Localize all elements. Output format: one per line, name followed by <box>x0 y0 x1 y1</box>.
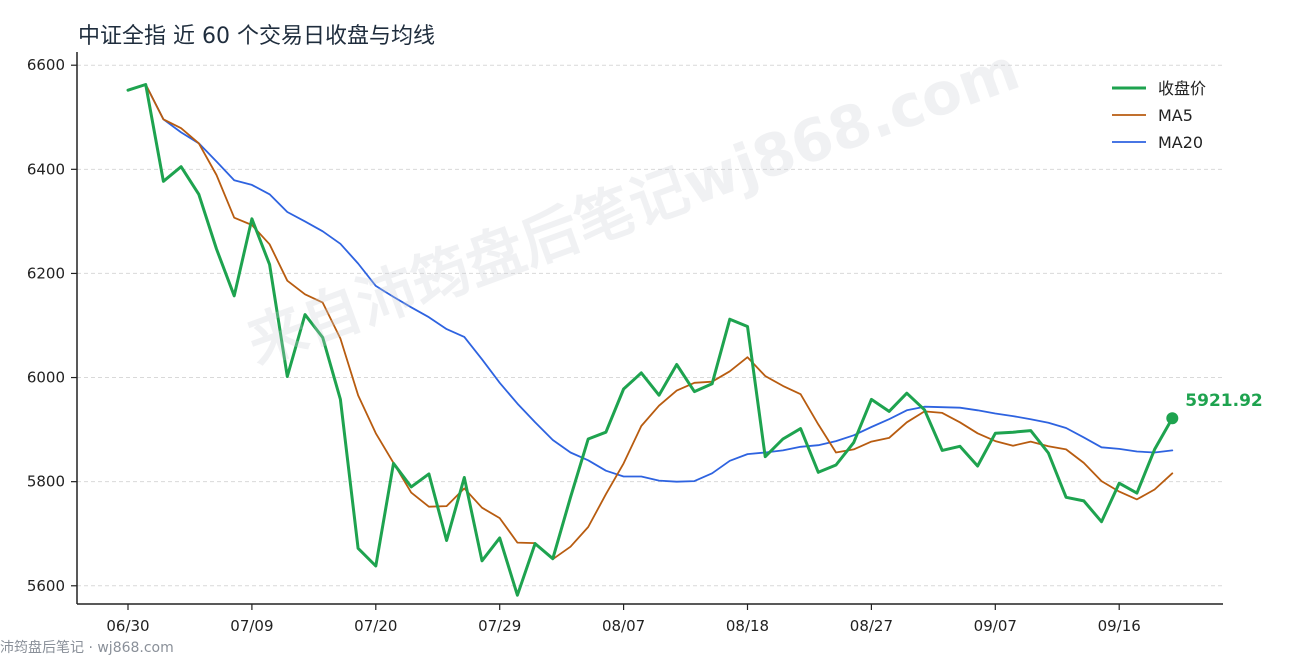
y-tick-label: 6000 <box>27 369 65 387</box>
x-tick-label: 08/18 <box>726 617 769 635</box>
y-tick-label: 6200 <box>27 264 65 282</box>
series-line-close <box>126 83 1174 597</box>
legend-label-ma20: MA20 <box>1158 133 1203 152</box>
x-tick-label: 09/07 <box>974 617 1017 635</box>
legend-label-close: 收盘价 <box>1158 79 1206 98</box>
y-tick-label: 5600 <box>27 577 65 595</box>
grid-lines <box>77 64 1223 587</box>
series-line-ma5 <box>127 83 1174 561</box>
x-tick-label: 07/20 <box>354 617 397 635</box>
axes: 5600 5800 6000 6200 6400 6600 06/30 07/09 07/20 0… <box>27 52 1223 635</box>
y-tick-label: 6600 <box>27 56 65 74</box>
last-point-marker <box>1166 412 1179 425</box>
legend: 收盘价 MA5 MA20 <box>1112 79 1206 152</box>
x-tick-label: 07/09 <box>230 617 273 635</box>
x-tick-label: 08/07 <box>602 617 645 635</box>
last-value-label: 5921.92 <box>1185 391 1262 411</box>
y-tick-label: 5800 <box>27 473 65 491</box>
x-tick-label: 09/16 <box>1098 617 1141 635</box>
chart-title: 中证全指 近 60 个交易日收盘与均线 <box>78 24 435 49</box>
x-tick-label: 08/27 <box>850 617 893 635</box>
last-value-annotation: 5921.92 <box>1166 391 1263 425</box>
x-tick-label: 07/29 <box>478 617 521 635</box>
footer-credit: 沛筠盘后笔记 · wj868.com <box>0 640 174 656</box>
series-layer <box>126 83 1174 597</box>
y-tick-label: 6400 <box>27 160 65 178</box>
series-line-ma20 <box>127 83 1174 483</box>
legend-label-ma5: MA5 <box>1158 106 1193 125</box>
x-tick-label: 06/30 <box>106 617 149 635</box>
